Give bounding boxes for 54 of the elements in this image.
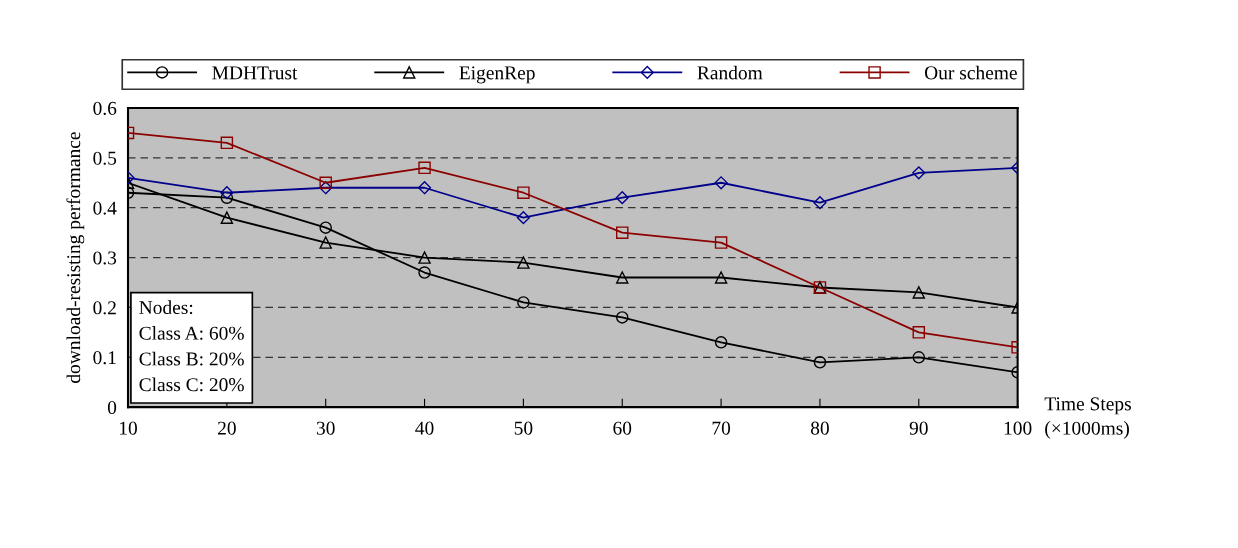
point xyxy=(517,186,530,199)
legend-label: Our scheme xyxy=(924,65,1017,80)
point xyxy=(319,181,333,195)
point xyxy=(319,176,332,190)
point xyxy=(813,196,827,210)
point xyxy=(418,161,431,175)
y-tick-label: 0.2 xyxy=(93,301,116,315)
point xyxy=(714,236,728,249)
y-tick-label: 0.4 xyxy=(93,201,117,215)
point xyxy=(714,336,728,349)
y-axis-title: download-resisting performance xyxy=(66,132,85,383)
point xyxy=(517,296,530,309)
legend-label: EigenRep xyxy=(459,66,535,84)
point xyxy=(813,356,827,369)
x-axis-title: Time Steps (×1000ms) xyxy=(1044,397,1131,439)
legend-label: Random xyxy=(697,65,763,80)
point xyxy=(220,211,234,224)
y-tick-label: 0.1 xyxy=(93,351,116,365)
point xyxy=(615,271,629,284)
x-tick-label: 100 xyxy=(1004,421,1032,435)
x-tick-label: 70 xyxy=(712,421,731,435)
point xyxy=(912,286,926,299)
point xyxy=(912,351,926,364)
point xyxy=(220,136,234,150)
point xyxy=(418,251,431,264)
point xyxy=(319,221,332,234)
point xyxy=(220,186,234,200)
point xyxy=(912,326,926,339)
annotation: Nodes: Class A: 60% Class B: 20% Class C: 20% xyxy=(139,300,244,392)
y-tick-label: 0.6 xyxy=(93,101,117,115)
point xyxy=(714,176,728,190)
x-tick-label: 80 xyxy=(810,421,829,435)
x-tick-label: 90 xyxy=(909,421,928,435)
point xyxy=(319,236,332,249)
point xyxy=(516,211,530,225)
point xyxy=(220,191,234,204)
point xyxy=(615,191,629,205)
point xyxy=(714,271,728,284)
point xyxy=(418,266,431,279)
x-tick-label: 50 xyxy=(514,421,533,435)
point xyxy=(615,311,629,324)
y-tick-label: 0 xyxy=(107,400,117,415)
point xyxy=(517,256,530,269)
point xyxy=(912,166,926,180)
x-tick-label: 30 xyxy=(316,421,335,435)
point xyxy=(615,226,629,239)
x-tick-label: 20 xyxy=(217,421,236,435)
y-tick-label: 0.3 xyxy=(93,251,117,265)
x-tick-label: 10 xyxy=(120,421,137,435)
y-tick-label: 0.5 xyxy=(93,151,117,165)
x-tick-label: 40 xyxy=(415,421,434,435)
point xyxy=(417,181,432,195)
x-tick-label: 60 xyxy=(613,421,632,435)
legend-label: MDHTrust xyxy=(212,66,298,80)
